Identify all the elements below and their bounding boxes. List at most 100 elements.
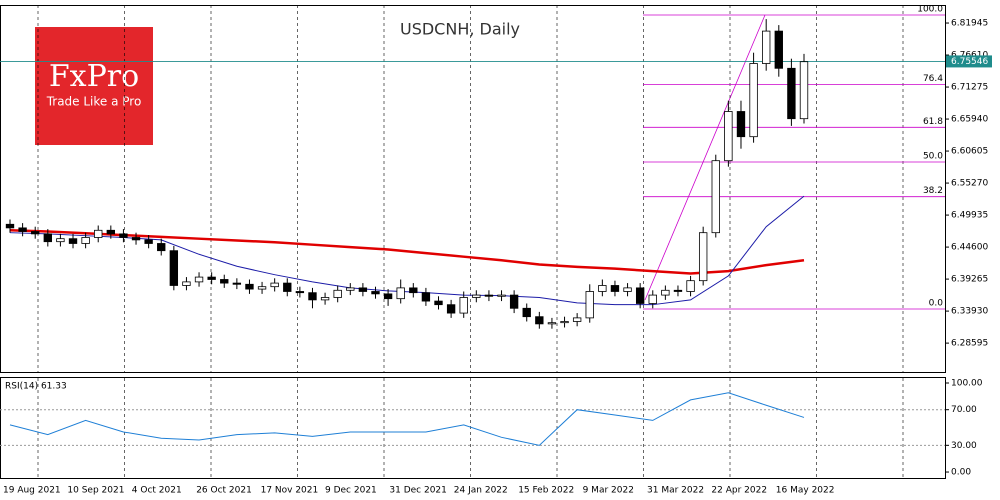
candle-body (774, 30, 783, 69)
rsi-label: RSI(14) 61.33 (5, 382, 67, 392)
rsi-tick-label: 0.00 (951, 468, 971, 478)
rsi-panel (0, 377, 946, 479)
y-tick-label: 6.33930 (951, 307, 988, 317)
y-tick-label: 6.60605 (951, 147, 988, 157)
x-tick-label: 9 Dec 2021 (325, 486, 377, 496)
candle-body (43, 233, 52, 243)
candle-body (547, 322, 557, 325)
candle-body (711, 160, 720, 234)
candle-body (724, 111, 733, 162)
candle-body (459, 297, 468, 314)
candle-body (661, 289, 670, 296)
candle-body (749, 63, 758, 138)
chart-title: USDCNH, Daily (400, 20, 520, 39)
x-tick-label: 10 Sep 2021 (67, 486, 124, 496)
moving-average (9, 229, 805, 275)
x-tick-label: 31 Mar 2022 (647, 486, 704, 496)
fib-label: 38.2 (923, 186, 943, 196)
fib-label: 61.8 (923, 117, 943, 127)
candle-body (182, 281, 191, 286)
x-tick-label: 9 Mar 2022 (583, 486, 634, 496)
y-tick-label: 6.65940 (951, 115, 988, 125)
candle-body (762, 30, 771, 64)
candle-body (81, 237, 90, 244)
candle-body (572, 317, 582, 322)
x-tick-label: 26 Oct 2021 (196, 486, 252, 496)
candle-body (5, 223, 15, 229)
fib-label: 0.0 (929, 299, 944, 309)
fib-label: 100.0 (917, 5, 943, 15)
y-tick-label: 6.44600 (951, 243, 988, 253)
candle-body (333, 289, 342, 298)
candle-body (169, 250, 179, 286)
rsi-tick-label: 30.00 (951, 441, 977, 451)
candle-body (409, 287, 418, 294)
x-tick-label: 4 Oct 2021 (132, 486, 182, 496)
candle-body (648, 294, 657, 304)
candle-body (509, 294, 519, 309)
candle-body (270, 282, 279, 288)
logo-name: FxPro (49, 59, 139, 94)
candle-body (736, 111, 746, 138)
candle-body (673, 289, 683, 292)
fib-trend-line (644, 14, 766, 301)
y-tick-label: 6.71275 (951, 83, 988, 93)
logo-tagline: Trade Like a Pro (46, 95, 142, 109)
candle-body (157, 243, 166, 252)
rsi-tick-label: 100.00 (951, 378, 983, 388)
candle-body (446, 304, 456, 314)
candle-body (308, 292, 317, 301)
moving-average (9, 195, 805, 306)
y-tick-label: 6.28595 (951, 339, 988, 349)
candle-body (131, 237, 141, 241)
x-tick-label: 19 Aug 2021 (3, 486, 61, 496)
x-tick-label: 16 May 2022 (776, 486, 835, 496)
candle-body (295, 291, 305, 294)
candle-body (383, 293, 393, 300)
candle-body (522, 307, 531, 318)
candle-body (535, 316, 544, 325)
candle-body (56, 238, 65, 243)
candle-body (31, 231, 40, 235)
candle-body (283, 282, 292, 292)
x-tick-label: 24 Jan 2022 (454, 486, 508, 496)
candle-body (497, 294, 506, 297)
candle-body (94, 229, 103, 238)
candle-body (396, 287, 405, 300)
candle-body (320, 297, 330, 301)
candle-body (144, 239, 153, 244)
candle-body (434, 300, 443, 306)
candle-body (585, 291, 594, 319)
candle-body (358, 287, 368, 292)
y-tick-label: 6.39265 (951, 275, 988, 285)
last-price-label: 6.75546 (951, 57, 988, 67)
candle-body (560, 321, 569, 324)
candle-body (635, 287, 645, 304)
candle-body (232, 282, 242, 285)
candle-body (207, 276, 216, 280)
y-tick-label: 6.81945 (951, 19, 988, 29)
candle-body (610, 285, 620, 292)
candle-body (119, 233, 128, 238)
last-price-tag (946, 55, 992, 68)
candle-body (245, 283, 254, 290)
x-tick-label: 15 Feb 2022 (518, 486, 574, 496)
candle-body (106, 229, 116, 235)
candle-body (220, 279, 229, 284)
price-panel (0, 5, 946, 373)
candle-body (68, 238, 78, 244)
y-tick-label: 6.55270 (951, 179, 988, 189)
candle-body (686, 280, 695, 292)
candle-body (484, 294, 494, 297)
candle-body (623, 287, 632, 292)
candle-body (698, 232, 708, 282)
x-tick-label: 22 Apr 2022 (711, 486, 767, 496)
rsi-line (9, 392, 805, 446)
y-tick-label: 6.49935 (951, 211, 988, 221)
candle-body (346, 287, 355, 291)
candle-body (371, 291, 380, 295)
candle-body (472, 294, 481, 298)
x-tick-label: 17 Nov 2021 (261, 486, 319, 496)
candle-body (799, 61, 809, 120)
